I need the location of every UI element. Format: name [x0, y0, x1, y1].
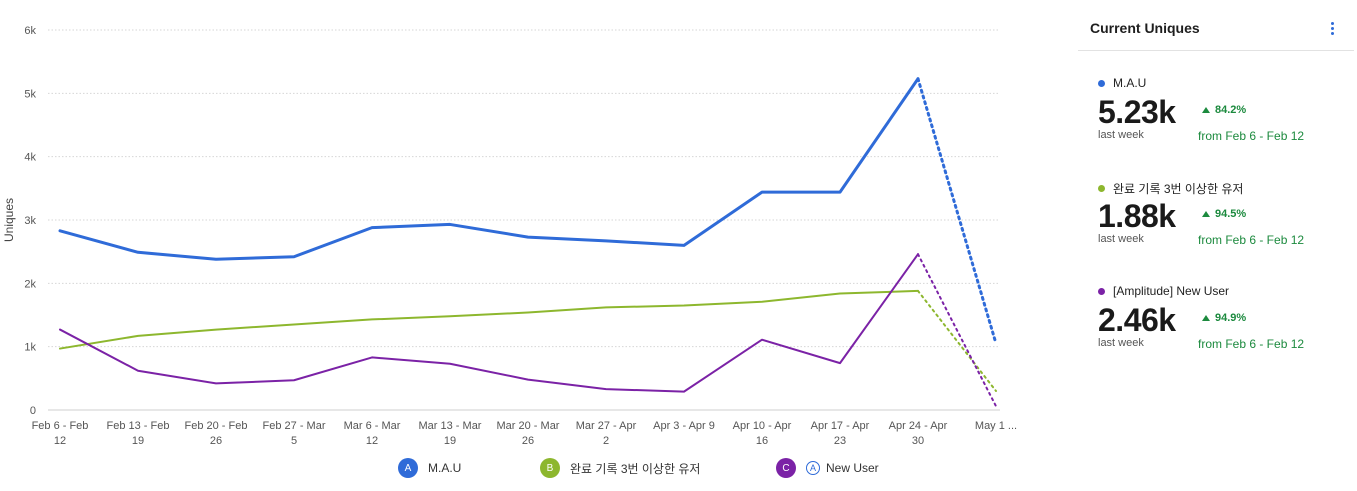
metric-name-label: [Amplitude] New User — [1113, 284, 1230, 298]
x-tick-label: 12 — [366, 435, 378, 447]
line-chart: 0 1k 2k 3k 4k 5k 6k Uniques Feb 6 - Feb 12 Feb 13 … — [0, 25, 1045, 486]
metric-name: 완료 기록 3번 이상한 유저 — [1098, 180, 1243, 197]
x-tick-label: 26 — [522, 435, 534, 447]
x-tick-label: Mar 6 - Mar — [344, 420, 401, 432]
metric-period: last week — [1098, 129, 1144, 141]
x-tick-label: Feb 13 - Feb — [107, 420, 170, 432]
metric-new-user: [Amplitude] New User 2.46k last week 94.… — [1078, 284, 1354, 374]
metric-name-label: M.A.U — [1113, 76, 1147, 90]
series-incomplete-line-C — [917, 253, 997, 408]
series-dot-icon — [1098, 287, 1105, 295]
metric-change-value: 94.9% — [1215, 312, 1247, 324]
x-tick-label: 16 — [756, 435, 768, 447]
metric-compare: from Feb 6 - Feb 12 — [1198, 337, 1305, 351]
x-tick-label: 5 — [291, 435, 297, 447]
legend-item-completed-users[interactable]: B 완료 기록 3번 이상한 유저 — [540, 458, 700, 478]
legend-item-mau[interactable]: A M.A.U — [398, 458, 461, 478]
metric-change: 94.5% — [1202, 208, 1246, 220]
legend-label: New User — [826, 461, 879, 475]
metric-completed-users: 완료 기록 3번 이상한 유저 1.88k last week 94.5% fr… — [1078, 180, 1354, 270]
metric-value: 1.88k — [1098, 198, 1176, 234]
x-tick-label: Apr 3 - Apr 9 — [653, 420, 715, 432]
x-tick-label: May 1 ... — [975, 420, 1017, 432]
y-tick-label: 1k — [24, 342, 36, 354]
metric-name: M.A.U — [1098, 76, 1146, 90]
x-tick-label: Mar 13 - Mar — [419, 420, 482, 432]
series-incomplete-line-A — [916, 77, 998, 345]
metric-value: 2.46k — [1098, 302, 1176, 338]
x-tick-label: Apr 10 - Apr — [733, 420, 792, 432]
legend-label: 완료 기록 3번 이상한 유저 — [570, 461, 701, 476]
amplitude-icon: A — [806, 461, 820, 475]
metric-name-label: 완료 기록 3번 이상한 유저 — [1113, 182, 1244, 196]
legend-item-new-user[interactable]: C A New User — [776, 458, 879, 478]
chart-legend: A M.A.U B 완료 기록 3번 이상한 유저 C A New User — [0, 458, 1045, 486]
y-tick-label: 3k — [24, 215, 36, 227]
kebab-menu-icon[interactable] — [1326, 20, 1338, 38]
metric-change-value: 94.5% — [1215, 208, 1247, 220]
y-tick-label: 5k — [24, 88, 36, 100]
panel-title: Current Uniques — [1090, 20, 1200, 36]
x-tick-label: Mar 20 - Mar — [497, 420, 560, 432]
series-line-C — [59, 253, 919, 393]
x-tick-label: Apr 17 - Apr — [811, 420, 870, 432]
metric-change: 84.2% — [1202, 104, 1246, 116]
legend-badge: C — [776, 458, 796, 478]
y-axis-title: Uniques — [2, 198, 16, 242]
legend-badge: B — [540, 458, 560, 478]
chart-svg: 0 1k 2k 3k 4k 5k 6k Uniques Feb 6 - Feb 12 Feb 13 … — [2, 25, 1017, 447]
series-line-B — [59, 289, 919, 350]
metric-value: 5.23k — [1098, 94, 1176, 130]
metric-period: last week — [1098, 337, 1144, 349]
x-tick-label: Mar 27 - Apr — [576, 420, 637, 432]
x-tick-label: Feb 6 - Feb — [32, 420, 89, 432]
metric-change: 94.9% — [1202, 312, 1246, 324]
metric-compare: from Feb 6 - Feb 12 — [1198, 129, 1305, 143]
panel-header: Current Uniques — [1078, 0, 1354, 51]
current-uniques-panel: Current Uniques M.A.U 5.23k last week 84… — [1078, 0, 1354, 491]
x-tick-label: 23 — [834, 435, 846, 447]
arrow-up-icon — [1202, 315, 1210, 321]
metric-mau: M.A.U 5.23k last week 84.2% from Feb 6 -… — [1078, 76, 1354, 166]
x-tick-label: 19 — [444, 435, 456, 447]
legend-label: M.A.U — [428, 461, 462, 475]
x-tick-label: 19 — [132, 435, 144, 447]
arrow-up-icon — [1202, 211, 1210, 217]
series-dot-icon — [1098, 79, 1105, 87]
metric-change-value: 84.2% — [1215, 104, 1247, 116]
arrow-up-icon — [1202, 107, 1210, 113]
legend-badge: A — [398, 458, 418, 478]
metric-compare: from Feb 6 - Feb 12 — [1198, 233, 1305, 247]
x-tick-label: 26 — [210, 435, 222, 447]
metric-period: last week — [1098, 233, 1144, 245]
metric-name: [Amplitude] New User — [1098, 284, 1229, 298]
x-tick-label: Apr 24 - Apr — [889, 420, 948, 432]
series-dot-icon — [1098, 185, 1105, 192]
x-tick-label: 30 — [912, 435, 924, 447]
y-tick-label: 6k — [24, 25, 36, 37]
series-line-A — [58, 77, 920, 261]
y-tick-label: 2k — [24, 278, 36, 290]
x-tick-label: Feb 27 - Mar — [263, 420, 326, 432]
y-tick-label: 4k — [24, 152, 36, 164]
x-tick-label: Feb 20 - Feb — [185, 420, 248, 432]
x-tick-label: 12 — [54, 435, 66, 447]
x-tick-label: 2 — [603, 435, 609, 447]
y-tick-label: 0 — [30, 405, 36, 417]
